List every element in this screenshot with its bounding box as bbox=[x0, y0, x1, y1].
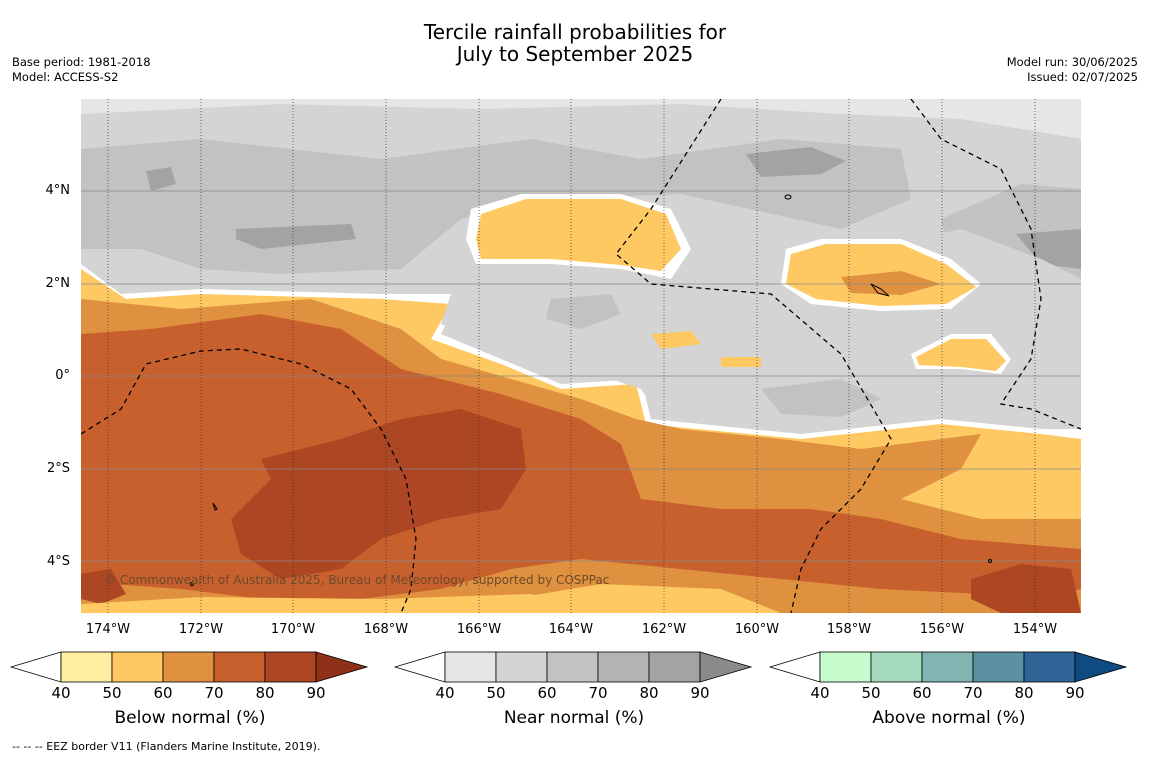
colorbar-segment bbox=[162, 651, 215, 683]
colorbar-tick-label: 90 bbox=[690, 684, 710, 702]
colorbar-segment bbox=[213, 651, 266, 683]
lon-label: 164°W bbox=[548, 622, 594, 637]
colorbar-tick-label: 90 bbox=[1065, 684, 1085, 702]
below-normal-80-region-east bbox=[971, 564, 1081, 613]
colorbar-tick-label: 40 bbox=[810, 684, 830, 702]
lon-label: 172°W bbox=[178, 622, 224, 637]
colorbar-tick-label: 50 bbox=[486, 684, 506, 702]
colorbar-segment bbox=[495, 651, 548, 683]
meta-left: Base period: 1981-2018 Model: ACCESS-S2 bbox=[12, 55, 151, 85]
colorbar-segment-low bbox=[394, 651, 446, 683]
below-normal-80-region-west bbox=[81, 569, 126, 604]
colorbar-near-normal bbox=[394, 651, 753, 683]
below-normal-light-south-band bbox=[511, 584, 781, 613]
lat-label-4s: 4°S bbox=[46, 554, 70, 569]
lat-label-2s: 2°S bbox=[46, 461, 70, 476]
near-normal-80-region-2 bbox=[746, 147, 846, 177]
colorbar-below-normal bbox=[10, 651, 369, 683]
colorbar-tick-label: 40 bbox=[51, 684, 71, 702]
colorbar-above-normal bbox=[769, 651, 1128, 683]
colorbar-tick-label: 90 bbox=[306, 684, 326, 702]
lon-label: 160°W bbox=[734, 622, 780, 637]
lon-label: 168°W bbox=[363, 622, 409, 637]
colorbar-tick-label: 50 bbox=[861, 684, 881, 702]
colorbar-tick-label: 80 bbox=[1014, 684, 1034, 702]
colorbar-tick-label: 40 bbox=[435, 684, 455, 702]
lon-label: 166°W bbox=[456, 622, 502, 637]
colorbar-segment bbox=[597, 651, 650, 683]
lat-label-0: 0° bbox=[55, 368, 70, 383]
copyright-notice: © Commonwealth of Australia 2025, Bureau… bbox=[104, 573, 610, 587]
colorbar-segment-high bbox=[699, 651, 753, 683]
eez-border-legend: -- -- -- EEZ border V11 (Flanders Marine… bbox=[12, 740, 321, 753]
eez-border-lines bbox=[81, 99, 1081, 613]
colorbar-segment bbox=[444, 651, 497, 683]
lon-label: 162°W bbox=[641, 622, 687, 637]
colorbar-tick-label: 60 bbox=[912, 684, 932, 702]
colorbar-segment bbox=[111, 651, 164, 683]
colorbar-near-normal-title: Near normal (%) bbox=[503, 708, 645, 728]
graticule-latitude-lines bbox=[81, 190, 1081, 562]
colorbar-segment bbox=[819, 651, 872, 683]
colorbar-segment bbox=[546, 651, 599, 683]
near-normal-80-region-east bbox=[1016, 229, 1081, 269]
colorbar-segment bbox=[1023, 651, 1076, 683]
colorbar-segment bbox=[60, 651, 113, 683]
lat-label-4n: 4°N bbox=[45, 183, 71, 198]
colorbar-tick-label: 70 bbox=[588, 684, 608, 702]
lon-label: 170°W bbox=[270, 622, 316, 637]
near-normal-80-region-3 bbox=[146, 167, 176, 191]
below-normal-patch-east-fill bbox=[916, 339, 1006, 371]
colorbar-tick-label: 60 bbox=[153, 684, 173, 702]
near-normal-light-band bbox=[81, 99, 1081, 139]
below-normal-patch-small-1 bbox=[651, 331, 701, 349]
meta-right: Model run: 30/06/2025 Issued: 02/07/2025 bbox=[1007, 55, 1138, 85]
colorbar-segment-high bbox=[1074, 651, 1128, 683]
colorbar-tick-label: 80 bbox=[255, 684, 275, 702]
base-period-label: Base period: 1981-2018 bbox=[12, 55, 151, 69]
below-normal-patch-north-fill bbox=[476, 199, 681, 271]
issued-label: Issued: 02/07/2025 bbox=[1027, 70, 1138, 84]
below-normal-80-region bbox=[231, 409, 526, 579]
below-normal-60-patch-northeast bbox=[841, 271, 941, 295]
colorbar-below-normal-title: Below normal (%) bbox=[114, 708, 266, 728]
lon-label: 154°W bbox=[1012, 622, 1058, 637]
colorbar-tick-label: 50 bbox=[102, 684, 122, 702]
colorbar-segment-low bbox=[769, 651, 821, 683]
near-normal-80-region-1 bbox=[236, 224, 356, 249]
colorbar-segment bbox=[648, 651, 701, 683]
colorbar-tick-label: 70 bbox=[963, 684, 983, 702]
lon-label: 158°W bbox=[826, 622, 872, 637]
below-normal-yellow-south-band bbox=[81, 594, 581, 613]
colorbar-above-normal-title: Above normal (%) bbox=[872, 708, 1026, 728]
colorbar-segment-low bbox=[10, 651, 62, 683]
lat-label-2n: 2°N bbox=[45, 276, 71, 291]
map-title-line1: Tercile rainfall probabilities for bbox=[423, 20, 727, 44]
colorbar-tick-label: 70 bbox=[204, 684, 224, 702]
below-normal-patch-small-2 bbox=[721, 357, 761, 367]
near-normal-inner-grey-2 bbox=[761, 379, 881, 417]
map-title-line2: July to September 2025 bbox=[456, 42, 694, 66]
lon-label: 174°W bbox=[85, 622, 131, 637]
colorbar-segment bbox=[870, 651, 923, 683]
colorbar-segment bbox=[972, 651, 1025, 683]
colorbar-segment bbox=[264, 651, 317, 683]
model-label: Model: ACCESS-S2 bbox=[12, 70, 119, 84]
model-run-label: Model run: 30/06/2025 bbox=[1006, 55, 1138, 69]
lon-label: 156°W bbox=[919, 622, 965, 637]
colorbar-tick-label: 60 bbox=[537, 684, 557, 702]
colorbar-segment bbox=[921, 651, 974, 683]
colorbar-tick-label: 80 bbox=[639, 684, 659, 702]
rainfall-probability-map bbox=[81, 99, 1081, 613]
island-markers bbox=[190, 194, 992, 586]
colorbar-segment-high bbox=[315, 651, 369, 683]
near-normal-inner-grey bbox=[546, 294, 621, 329]
